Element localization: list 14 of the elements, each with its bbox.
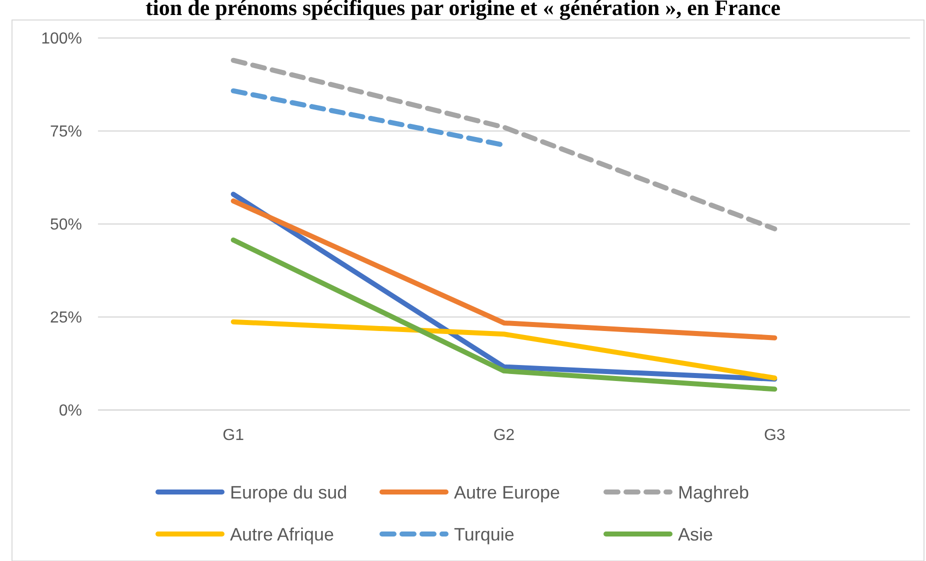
x-tick-label: G2	[493, 427, 515, 444]
legend-label: Asie	[678, 524, 714, 544]
legend-label: Autre Europe	[454, 482, 560, 502]
x-tick-label: G3	[764, 427, 786, 444]
y-tick-label: 100%	[41, 30, 82, 48]
y-tick-label: 25%	[50, 310, 82, 327]
y-tick-label: 75%	[50, 124, 82, 141]
y-tick-label: 0%	[58, 402, 82, 420]
legend-label: Europe du sud	[230, 482, 348, 502]
legend-label: Autre Afrique	[230, 524, 334, 544]
y-tick-label: 50%	[50, 216, 82, 234]
x-tick-label: G1	[222, 427, 244, 444]
legend-label: Maghreb	[678, 482, 750, 502]
legend-label: Turquie	[454, 524, 514, 544]
